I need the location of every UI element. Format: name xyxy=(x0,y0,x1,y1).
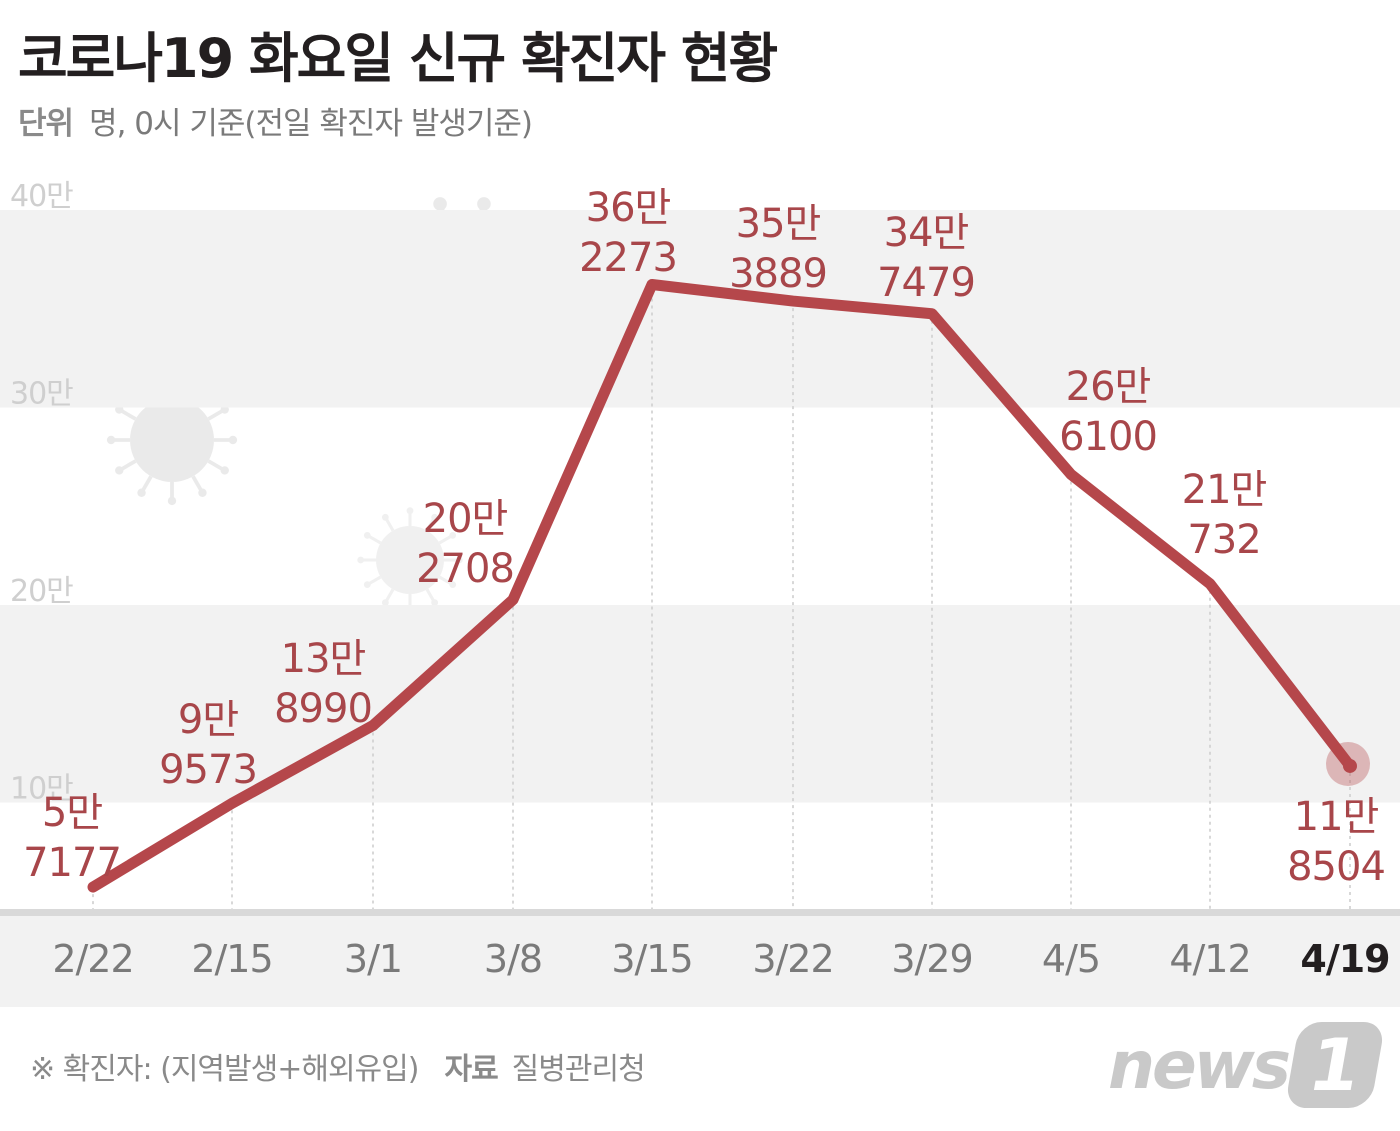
unit-value: 명, 0시 기준(전일 확진자 발생기준) xyxy=(89,106,533,142)
highlight-point xyxy=(1343,758,1357,773)
data-label-top: 13만 xyxy=(281,636,366,682)
data-point xyxy=(931,313,933,315)
series-line xyxy=(87,279,1370,893)
x-tick-label: 4/5 xyxy=(1042,937,1100,981)
source-key: 자료 xyxy=(444,1052,498,1087)
x-axis: 2/22 2/15 3/1 3/8 3/15 3/22 3/29 4/5 4/12 4/19 xyxy=(0,909,1400,981)
x-tick-label: 3/22 xyxy=(752,937,833,981)
data-label-bottom: 7479 xyxy=(877,260,975,306)
x-tick-label: 4/19 xyxy=(1300,937,1389,981)
x-tick-label: 2/22 xyxy=(52,937,133,981)
data-label-bottom: 2273 xyxy=(579,235,677,281)
logo-text: news xyxy=(1107,1026,1291,1104)
data-label-bottom: 2708 xyxy=(416,546,514,592)
data-point xyxy=(1209,583,1211,585)
data-label-top: 36만 xyxy=(586,185,671,231)
news1-logo: news 1 xyxy=(1107,1022,1386,1108)
data-point xyxy=(231,802,233,804)
y-axis: 10만 20만 30만 40만 xyxy=(10,179,74,807)
x-tick-label: 4/12 xyxy=(1169,937,1250,981)
data-point xyxy=(1070,473,1072,475)
data-label-top: 11만 xyxy=(1294,794,1379,840)
data-point xyxy=(512,599,514,601)
footer-note: ※ 확진자: (지역발생+해외유입) 자료 질병관리청 xyxy=(30,1044,646,1088)
x-tick-label: 3/8 xyxy=(484,937,542,981)
data-label-top: 35만 xyxy=(736,201,821,247)
unit-key: 단위 xyxy=(18,106,74,142)
data-label-top: 34만 xyxy=(884,210,969,256)
logo-badge: 1 xyxy=(1284,1022,1386,1108)
band-10-20 xyxy=(0,605,1400,803)
data-label-bottom: 3889 xyxy=(729,251,827,297)
data-label-top: 5만 xyxy=(42,790,102,836)
data-point xyxy=(792,300,794,302)
data-label-bottom: 7177 xyxy=(23,840,121,886)
data-label-top: 20만 xyxy=(423,496,508,542)
x-axis-line xyxy=(0,909,1400,916)
data-label-bottom: 9573 xyxy=(159,747,257,793)
x-tick-label: 2/15 xyxy=(191,937,272,981)
x-axis-band xyxy=(0,915,1400,1007)
source-value: 질병관리청 xyxy=(511,1052,646,1087)
x-tick-label: 3/29 xyxy=(891,937,972,981)
grid-bands xyxy=(0,210,1400,1007)
page-title: 코로나19 화요일 신규 확진자 현황 xyxy=(18,27,778,90)
band-30-40 xyxy=(0,210,1400,408)
data-label-top: 26만 xyxy=(1066,364,1151,410)
data-label-bottom: 8504 xyxy=(1287,844,1385,890)
y-tick-label: 30만 xyxy=(10,377,73,412)
y-tick-label: 10만 xyxy=(10,772,73,807)
x-tick-label: 3/1 xyxy=(344,937,402,981)
note-text: ※ 확진자: (지역발생+해외유입) xyxy=(30,1052,419,1087)
y-tick-label: 40만 xyxy=(10,179,73,214)
data-label-bottom: 6100 xyxy=(1059,414,1157,460)
y-tick-label: 20만 xyxy=(10,574,73,609)
series-polyline xyxy=(87,279,1356,893)
data-point xyxy=(92,886,94,888)
vertical-guides xyxy=(92,284,1351,909)
data-point xyxy=(651,284,653,286)
data-label-top: 21만 xyxy=(1182,467,1267,513)
data-point xyxy=(372,724,374,726)
virus-icon xyxy=(357,507,463,613)
unit-note: 단위 명, 0시 기준(전일 확진자 발생기준) xyxy=(18,98,533,143)
data-label-bottom: 732 xyxy=(1187,517,1260,563)
data-label-top: 9만 xyxy=(178,697,238,743)
data-label-bottom: 8990 xyxy=(274,686,372,732)
x-tick-label: 3/15 xyxy=(611,937,692,981)
